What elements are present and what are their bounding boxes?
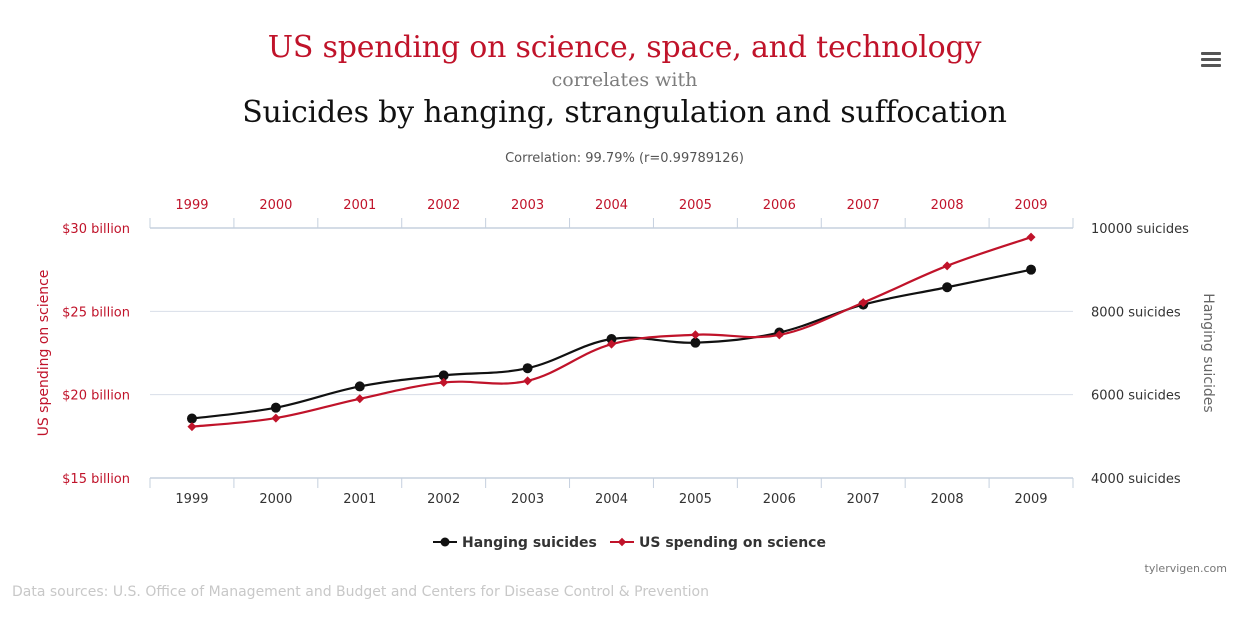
top-axis-tick-label: 2000 (259, 198, 292, 213)
top-axis-tick-label: 2001 (343, 198, 376, 213)
bottom-axis-tick-label: 2004 (595, 492, 628, 507)
bottom-axis-tick-label: 2002 (427, 492, 460, 507)
us-spending-on-science-point[interactable] (1026, 232, 1036, 242)
right-axis-tick-label: 8000 suicides (1091, 305, 1181, 320)
bottom-axis-tick-label: 2005 (679, 492, 712, 507)
bottom-axis-tick-label: 2009 (1014, 492, 1047, 507)
top-axis-tick-label: 2006 (763, 198, 796, 213)
us-spending-on-science-point[interactable] (187, 422, 197, 432)
left-axis-tick-label: $25 billion (62, 305, 130, 320)
hanging-suicides-point[interactable] (942, 282, 953, 293)
top-axis-tick-label: 2007 (847, 198, 880, 213)
top-axis-tick-label: 2004 (595, 198, 628, 213)
us-spending-on-science-point[interactable] (355, 394, 365, 404)
menu-bar-middle (1201, 58, 1221, 61)
top-axis-tick-label: 2002 (427, 198, 460, 213)
bottom-axis-tick-label: 2006 (763, 492, 796, 507)
us-spending-on-science-point[interactable] (942, 261, 952, 271)
legend-label-us-spending-on-science[interactable]: US spending on science (639, 535, 826, 551)
us-spending-on-science-line (191, 236, 1032, 428)
bottom-axis-tick-label: 1999 (175, 492, 208, 507)
right-axis-title: Hanging suicides (1200, 293, 1216, 412)
left-axis-title: US spending on science (36, 270, 52, 437)
hanging-suicides-point[interactable] (690, 337, 701, 348)
us-spending-on-science-point[interactable] (858, 298, 868, 308)
hanging-suicides-point[interactable] (438, 370, 449, 381)
chart-title: US spending on science, space, and techn… (267, 30, 982, 65)
chart-panel (8, 10, 1240, 585)
hanging-suicides-point[interactable] (186, 413, 197, 424)
right-axis-tick-label: 10000 suicides (1091, 222, 1189, 237)
us-spending-on-science-point[interactable] (523, 376, 533, 386)
top-axis-tick-label: 1999 (175, 198, 208, 213)
chart-connector-text: correlates with (551, 69, 698, 91)
left-axis-tick-label: $20 billion (62, 389, 130, 404)
legend-marker-us-spending-on-science[interactable] (617, 537, 627, 547)
top-axis-tick-label: 2005 (679, 198, 712, 213)
top-axis-tick-label: 2009 (1014, 198, 1047, 213)
us-spending-on-science-point[interactable] (607, 339, 616, 349)
hamburger-menu-icon[interactable] (1198, 48, 1224, 72)
legend-label-hanging-suicides[interactable]: Hanging suicides (462, 535, 597, 551)
bottom-axis-tick-label: 2007 (847, 492, 880, 507)
bottom-axis-tick-label: 2003 (511, 492, 544, 507)
menu-bar-bottom (1201, 64, 1221, 67)
correlation-text: Correlation: 99.79% (r=0.99789126) (505, 151, 744, 166)
left-axis-tick-label: $30 billion (62, 222, 130, 237)
left-axis-tick-label: $15 billion (62, 472, 130, 487)
top-axis-tick-label: 2008 (931, 198, 964, 213)
hanging-suicides-point[interactable] (354, 381, 365, 392)
top-axis-tick-label: 2003 (511, 198, 544, 213)
us-spending-on-science-point[interactable] (774, 330, 784, 340)
chart-subtitle: Suicides by hanging, strangulation and s… (242, 95, 1007, 130)
us-spending-on-science-point[interactable] (271, 413, 281, 423)
menu-bar-top (1201, 52, 1221, 55)
us-spending-on-science-point[interactable] (690, 330, 700, 340)
legend-marker-hanging-suicides[interactable] (440, 537, 450, 547)
bottom-axis-tick-label: 2001 (343, 492, 376, 507)
right-axis-tick-label: 4000 suicides (1091, 472, 1181, 487)
us-spending-on-science-point[interactable] (439, 377, 449, 387)
credit-link[interactable]: tylervigen.com (1144, 562, 1227, 575)
hanging-suicides-point[interactable] (522, 363, 533, 374)
hanging-suicides-point[interactable] (270, 402, 281, 413)
bottom-axis-tick-label: 2008 (931, 492, 964, 507)
bottom-axis-tick-label: 2000 (259, 492, 292, 507)
right-axis-tick-label: 6000 suicides (1091, 389, 1181, 404)
hanging-suicides-point[interactable] (606, 334, 617, 344)
data-sources-text: Data sources: U.S. Office of Management … (12, 584, 709, 600)
hanging-suicides-point[interactable] (1026, 264, 1037, 275)
